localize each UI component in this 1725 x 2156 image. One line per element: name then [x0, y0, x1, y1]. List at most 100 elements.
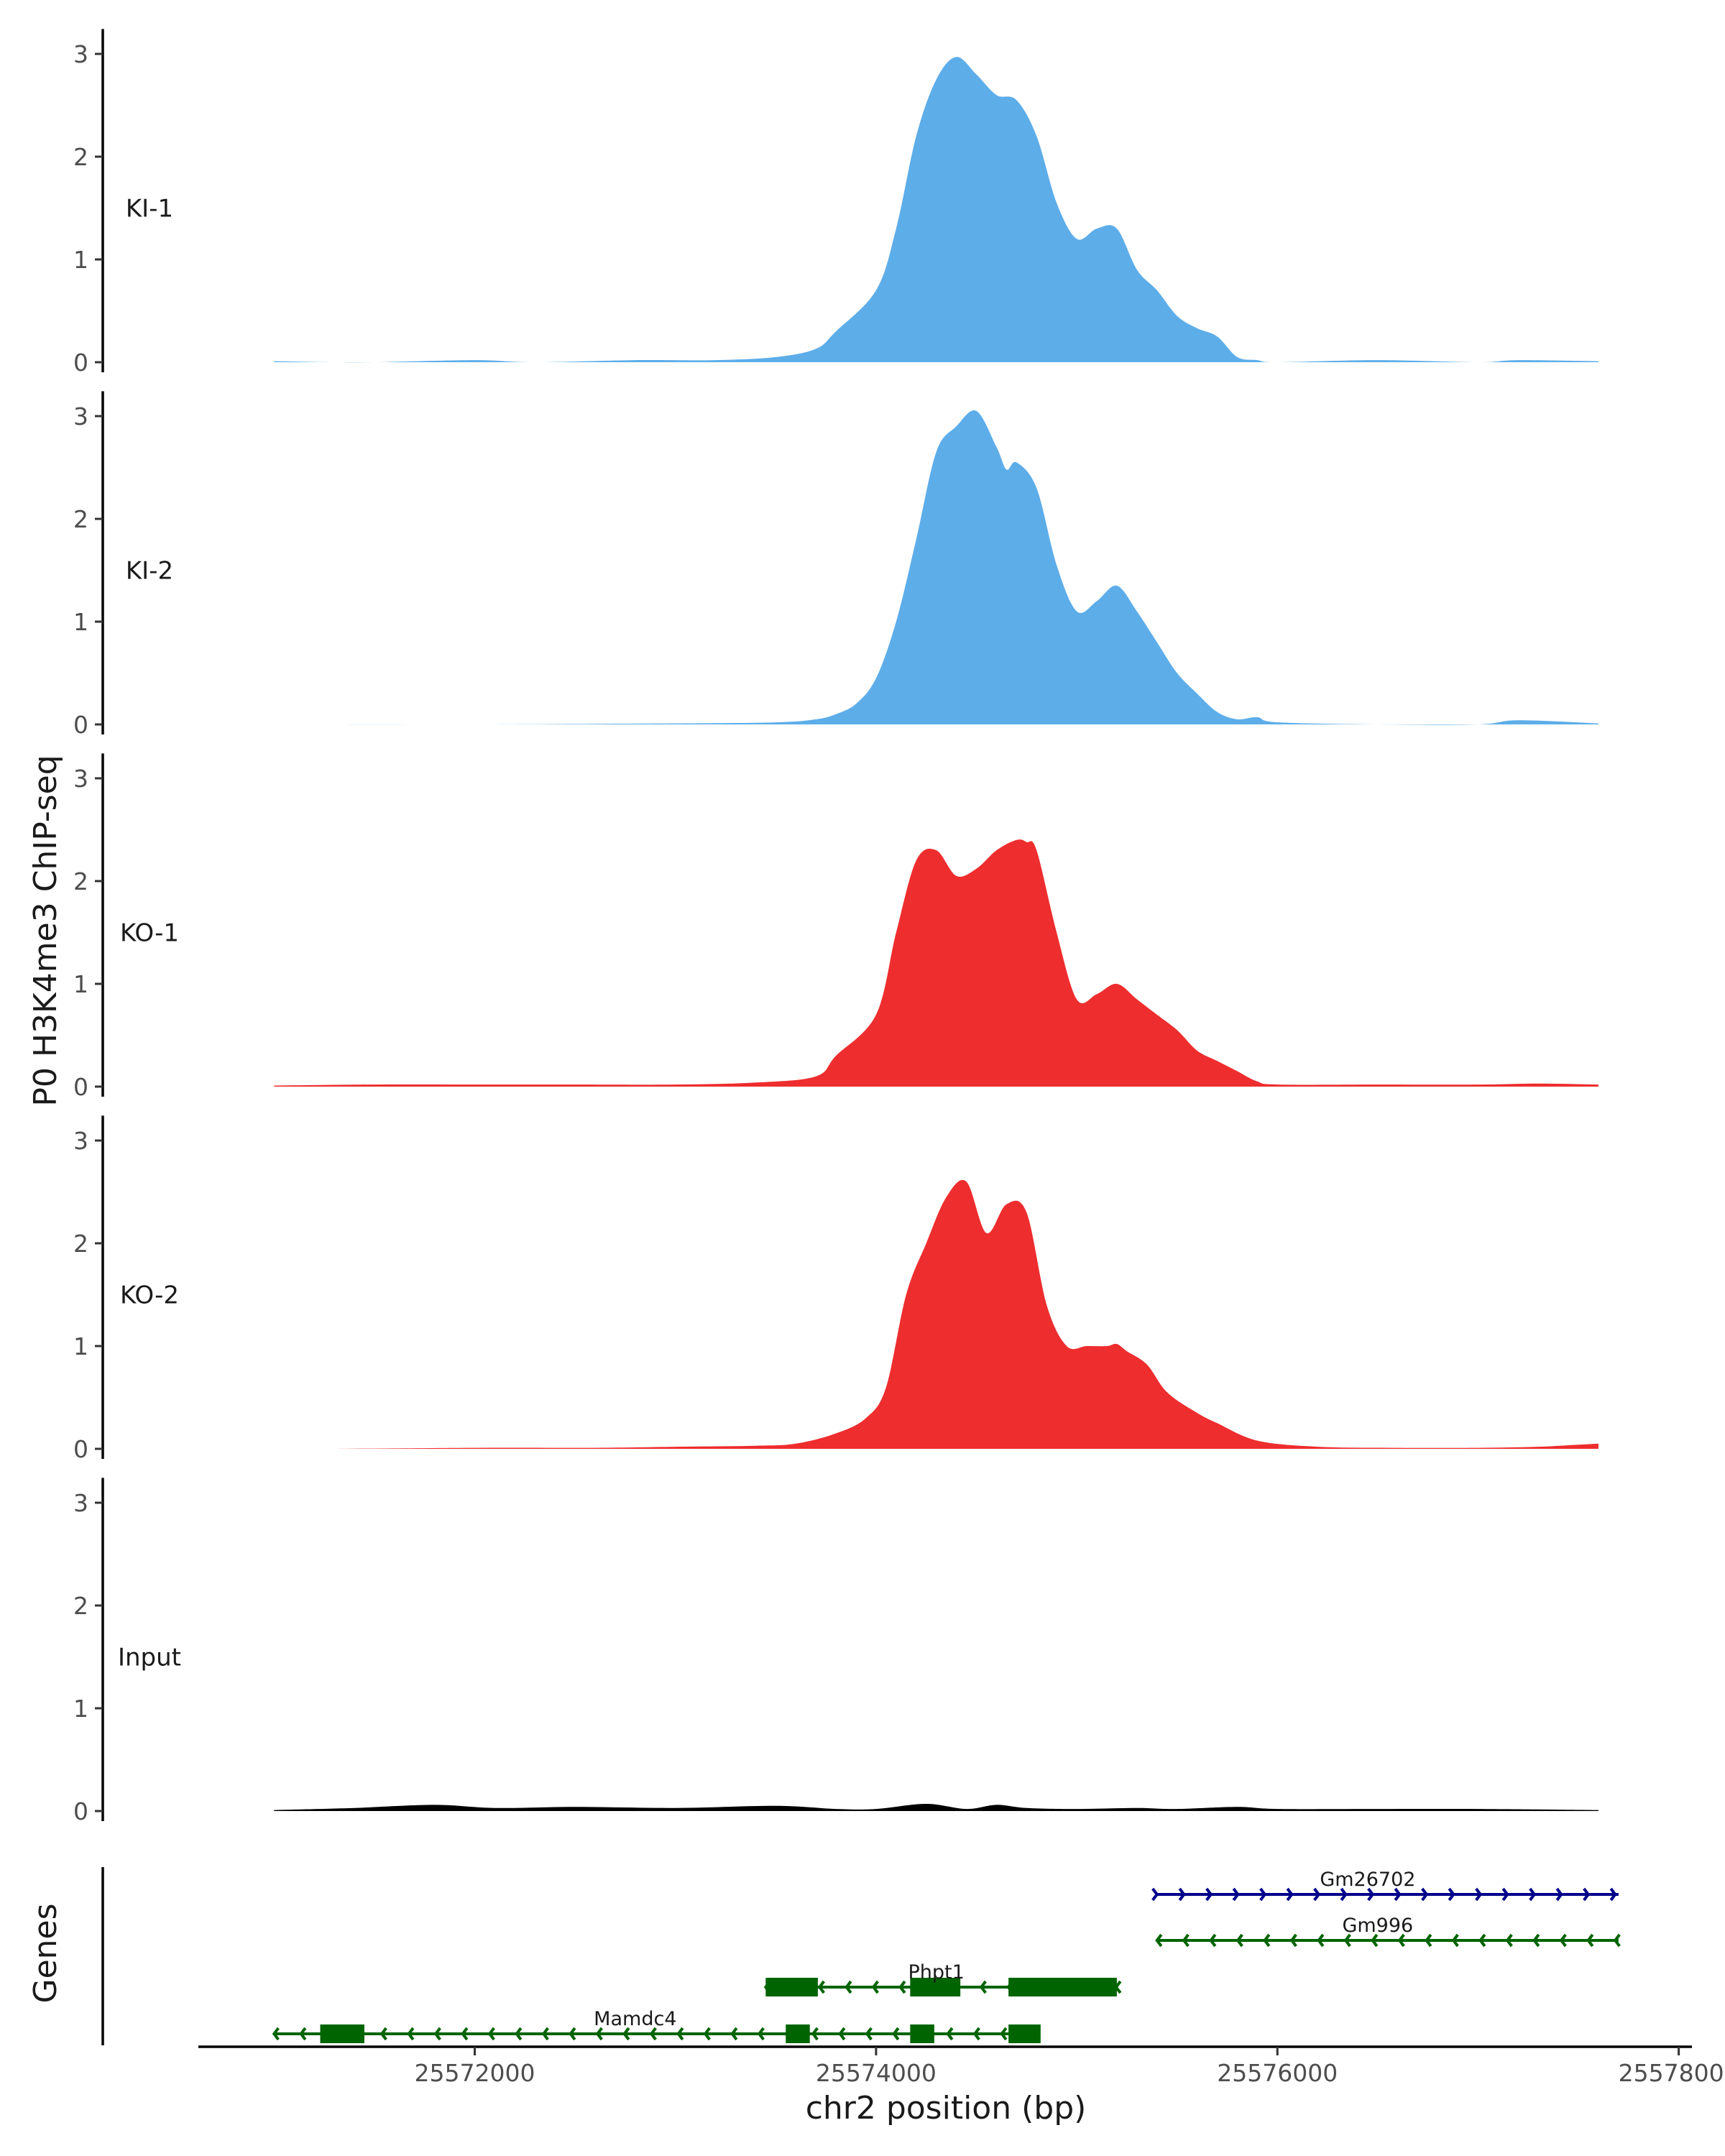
strand-arrow	[730, 2027, 738, 2041]
y-tick-label: 1	[73, 246, 88, 274]
strand-arrow	[1232, 1887, 1240, 1902]
strand-arrow	[898, 1980, 906, 1994]
track-ko-1: 0 1 2 3 KO-1	[73, 753, 1598, 1101]
strand-arrow	[1529, 1887, 1537, 1902]
strand-arrow	[979, 1980, 987, 1994]
strand-arrow	[1367, 1887, 1375, 1902]
strand-arrow	[569, 2027, 576, 2041]
strand-arrow	[1313, 1887, 1321, 1902]
strand-arrow	[595, 2027, 603, 2041]
strand-arrow	[1586, 1933, 1594, 1948]
strand-arrow	[892, 2027, 900, 2041]
strand-arrow	[1475, 1887, 1483, 1902]
track-ki-1: 0 1 2 3 KI-1	[73, 29, 1598, 377]
strand-arrow	[649, 2027, 657, 2041]
strand-arrow	[838, 2027, 846, 2041]
y-axis-title: P0 H3K4me3 ChIP-seq	[27, 755, 64, 1106]
x-axis: 25572000 25574000 25576000 25578000	[198, 2045, 1725, 2087]
y-tick-label: 1	[73, 1695, 88, 1723]
signal-area-ko-1	[274, 839, 1598, 1087]
track-label: Input	[118, 1644, 181, 1672]
strand-arrow	[1451, 1933, 1459, 1948]
strand-arrow	[299, 2027, 307, 2041]
strand-arrow	[1425, 1933, 1432, 1948]
signal-area-input	[274, 1804, 1598, 1811]
strand-arrow	[515, 2027, 523, 2041]
strand-arrow	[1263, 1933, 1271, 1948]
gene-phpt1: Phpt1	[763, 1961, 1122, 1996]
strand-arrow	[1289, 1933, 1297, 1948]
gene-exon	[910, 2024, 934, 2043]
signal-area-ki-1	[274, 57, 1598, 363]
strand-arrow	[817, 1980, 825, 1994]
y-tick-label: 0	[73, 1435, 88, 1463]
genes-track-title: Genes	[27, 1903, 64, 2003]
strand-arrow	[1000, 2027, 1008, 2041]
strand-arrow	[1286, 1887, 1294, 1902]
y-tick-label: 0	[73, 1797, 88, 1825]
strand-arrow	[1583, 1887, 1591, 1902]
strand-arrow	[1182, 1933, 1190, 1948]
gene-exon	[1008, 2024, 1041, 2043]
gene-gm996: Gm996	[1155, 1915, 1621, 1948]
y-tick-label: 0	[73, 1073, 88, 1101]
strand-arrow	[871, 1980, 879, 1994]
strand-arrow	[1155, 1933, 1163, 1948]
gene-label: Phpt1	[908, 1961, 964, 1984]
gene-label: Mamdc4	[594, 2008, 676, 2030]
strand-arrow	[433, 2027, 441, 2041]
strand-arrow	[946, 2027, 954, 2041]
strand-arrow	[622, 2027, 630, 2041]
x-axis-title: chr2 position (bp)	[806, 2090, 1087, 2127]
gene-label: Gm26702	[1320, 1869, 1415, 1891]
strand-arrow	[845, 1980, 852, 1994]
strand-arrow	[1343, 1933, 1351, 1948]
gene-exon	[1008, 1978, 1117, 1996]
gene-track: Gm26702 Gm996 Phpt1 Mamdc4	[101, 1867, 1621, 2045]
gene-gm26702: Gm26702	[1151, 1869, 1619, 1902]
gene-mamdc4: Mamdc4	[272, 2008, 1041, 2043]
strand-arrow	[1559, 1933, 1567, 1948]
strand-arrow	[676, 2027, 684, 2041]
y-tick-label: 2	[73, 1230, 88, 1258]
strand-arrow	[811, 2027, 819, 2041]
strand-arrow	[1236, 1933, 1243, 1948]
y-tick-label: 1	[73, 1332, 88, 1360]
gene-label: Gm996	[1342, 1915, 1413, 1937]
strand-arrow	[1394, 1887, 1402, 1902]
strand-arrow	[1151, 1887, 1159, 1902]
gene-exon	[786, 2024, 810, 2043]
x-tick-label: 25576000	[1217, 2059, 1338, 2087]
strand-arrow	[1555, 1887, 1563, 1902]
track-ko-2: 0 1 2 3 KO-2	[73, 1115, 1598, 1463]
strand-arrow	[541, 2027, 549, 2041]
strand-arrow	[865, 2027, 873, 2041]
strand-arrow	[1613, 1933, 1621, 1948]
track-label: KO-1	[120, 919, 179, 948]
strand-arrow	[1259, 1887, 1267, 1902]
gene-exon	[910, 1978, 961, 1996]
track-input: 0 1 2 3 Input	[73, 1478, 1598, 1825]
strand-arrow	[407, 2027, 415, 2041]
y-tick-label: 2	[73, 505, 88, 533]
strand-arrow	[1317, 1933, 1325, 1948]
signal-area-ki-2	[274, 410, 1598, 725]
track-label: KO-2	[120, 1281, 179, 1310]
track-label: KI-1	[126, 195, 173, 224]
y-tick-label: 2	[73, 867, 88, 895]
gene-exon	[320, 2024, 364, 2043]
track-label: KI-2	[126, 557, 173, 586]
strand-arrow	[703, 2027, 711, 2041]
strand-arrow	[1340, 1887, 1348, 1902]
strand-arrow	[461, 2027, 469, 2041]
strand-arrow	[1421, 1887, 1429, 1902]
strand-arrow	[1532, 1933, 1540, 1948]
x-tick-label: 25574000	[816, 2059, 937, 2087]
y-tick-label: 3	[73, 1489, 88, 1517]
strand-arrow	[1371, 1933, 1379, 1948]
gene-exon	[765, 1978, 818, 1996]
y-tick-label: 3	[73, 1127, 88, 1155]
track-ki-2: 0 1 2 3 KI-2	[73, 391, 1598, 739]
strand-arrow	[972, 2027, 980, 2041]
